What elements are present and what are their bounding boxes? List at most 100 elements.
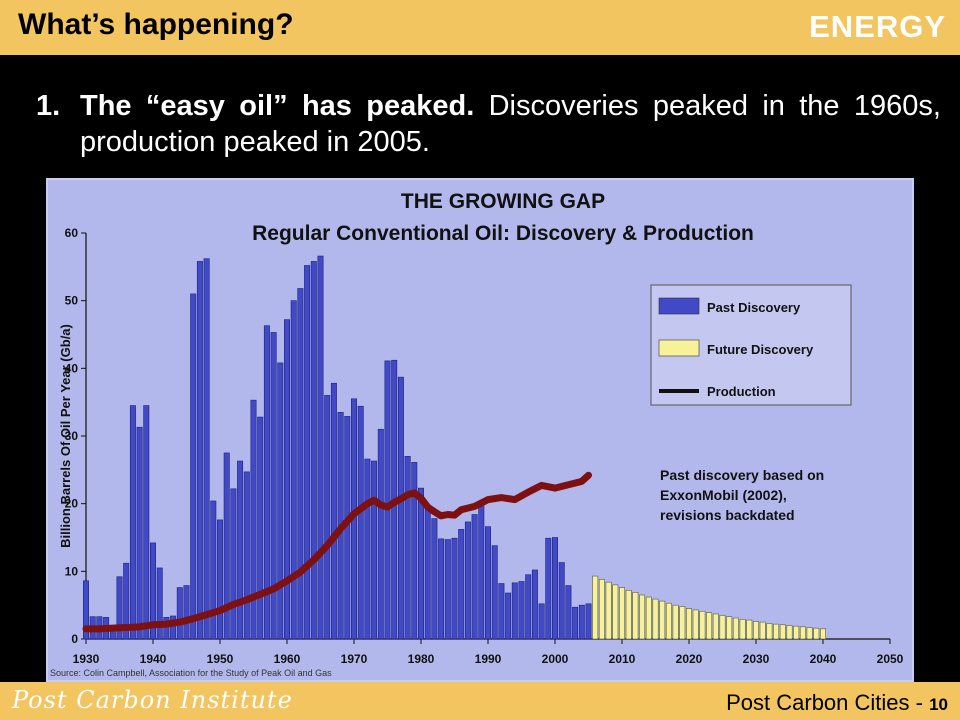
x-tick-label: 1990: [475, 652, 502, 666]
x-tick-label: 2000: [542, 652, 569, 666]
legend-swatch: [658, 339, 700, 357]
chart-panel: THE GROWING GAP Regular Conventional Oil:…: [46, 178, 914, 682]
post-carbon-institute-logo: Post Carbon Institute: [12, 686, 293, 714]
past-discovery-bar: [83, 580, 89, 640]
y-tick-label: 10: [65, 564, 79, 578]
page-info: Post Carbon Cities - 10: [726, 690, 948, 716]
past-discovery-bar: [317, 255, 324, 640]
production-line: [82, 471, 592, 633]
past-discovery-bar: [277, 362, 284, 640]
x-tick-label: 2020: [676, 652, 703, 666]
future-discovery-bar: [679, 606, 686, 640]
bullet-body: The “easy oil” has peaked. Discoveries p…: [80, 88, 941, 160]
y-tick-label: 40: [65, 361, 79, 375]
future-discovery-bar: [706, 612, 713, 640]
page-label: Post Carbon Cities -: [726, 690, 930, 715]
bullet-rest-text: Discoveries peaked in the 1960s, product…: [80, 90, 941, 158]
past-discovery-bar: [243, 471, 250, 640]
future-discovery-bar: [625, 589, 632, 640]
future-discovery-bar: [686, 608, 692, 640]
y-axis-label: Billion Barrels Of Oil Per Year (Gb/a): [58, 324, 73, 548]
past-discovery-bar: [511, 582, 518, 640]
past-discovery-bar: [411, 462, 418, 640]
future-discovery-bar: [612, 584, 619, 640]
future-discovery-bar: [598, 579, 605, 640]
x-tick-label: 1940: [140, 652, 167, 666]
x-tick-label: 1970: [341, 652, 368, 666]
future-discovery-bar: [786, 625, 793, 640]
past-discovery-bar: [451, 537, 458, 640]
past-discovery-bar: [578, 604, 585, 640]
bullet-bold-text: The “easy oil” has peaked.: [80, 90, 475, 122]
future-discovery-bar: [746, 619, 753, 640]
past-discovery-bar: [324, 395, 331, 640]
future-discovery-bar: [645, 596, 652, 640]
past-discovery-bar: [156, 567, 163, 640]
past-discovery-bar: [572, 606, 579, 640]
past-discovery-bar: [257, 416, 264, 640]
future-discovery-bar: [793, 625, 800, 640]
x-tick-label: 2050: [877, 652, 904, 666]
discovery-production-chart: THE GROWING GAP Regular Conventional Oil:…: [50, 190, 904, 678]
past-discovery-bar: [424, 506, 431, 640]
past-discovery-bar: [290, 300, 297, 640]
future-discovery-bar: [813, 627, 820, 640]
future-discovery-bar: [799, 626, 806, 640]
future-discovery-bar: [719, 615, 726, 640]
past-discovery-bar: [545, 537, 552, 640]
past-discovery-bar: [183, 585, 190, 640]
past-discovery-bar: [237, 460, 244, 640]
past-discovery-bar: [136, 426, 143, 640]
past-discovery-bar: [538, 603, 545, 640]
past-discovery-bar: [263, 325, 270, 640]
x-tick-label: 2030: [743, 652, 770, 666]
section-label: ENERGY: [809, 9, 946, 44]
legend-label: Past Discovery: [707, 300, 801, 315]
past-discovery-bar: [444, 539, 451, 640]
past-discovery-bar: [150, 542, 156, 640]
future-discovery-bar: [632, 592, 639, 640]
bullet-number: 1.: [36, 90, 61, 122]
past-discovery-bar: [284, 319, 290, 640]
legend-label: Production: [707, 384, 776, 399]
past-discovery-bar: [371, 460, 378, 640]
future-discovery-bar: [659, 600, 666, 640]
past-discovery-bar: [330, 382, 337, 640]
past-discovery-bar: [143, 405, 150, 640]
past-discovery-bar: [123, 562, 130, 640]
past-discovery-bar: [304, 265, 311, 640]
past-discovery-bar: [270, 332, 277, 640]
past-discovery-bar: [404, 455, 411, 640]
past-discovery-bar: [377, 428, 384, 640]
x-tick-label: 2040: [810, 652, 837, 666]
legend-swatch: [658, 297, 700, 315]
future-discovery-bar: [652, 598, 659, 640]
future-discovery-bar: [820, 628, 826, 640]
past-discovery-bar: [310, 261, 317, 640]
future-discovery-bar: [699, 610, 706, 640]
chart-subtitle: Regular Conventional Oil: Discovery & Pr…: [252, 222, 754, 245]
bullet-point: 1. The “easy oil” has peaked. Discoverie…: [36, 88, 941, 160]
past-discovery-bar: [196, 261, 203, 640]
past-discovery-bar: [129, 405, 136, 640]
y-tick-label: 20: [65, 497, 79, 511]
source-note: Source: Colin Campbell, Association for …: [50, 668, 332, 678]
past-discovery-bar: [585, 603, 592, 640]
future-discovery-bar: [806, 627, 813, 640]
past-discovery-bar: [458, 529, 465, 640]
past-discovery-bar: [364, 458, 371, 640]
past-discovery-bar: [163, 617, 170, 640]
future-discovery-bar: [732, 617, 739, 640]
past-discovery-bar: [203, 258, 210, 640]
past-discovery-bar: [190, 293, 197, 640]
past-discovery-bar: [491, 545, 498, 640]
annotation-line: Past discovery based on: [660, 467, 824, 483]
past-discovery-bar: [518, 581, 525, 640]
past-discovery-bar: [525, 574, 532, 640]
past-discovery-bar: [471, 514, 478, 640]
future-discovery-bar: [766, 623, 773, 640]
past-discovery-bar: [297, 288, 304, 640]
past-discovery-bar: [357, 405, 364, 640]
past-discovery-bar: [464, 521, 471, 640]
future-discovery-bar: [779, 624, 786, 640]
